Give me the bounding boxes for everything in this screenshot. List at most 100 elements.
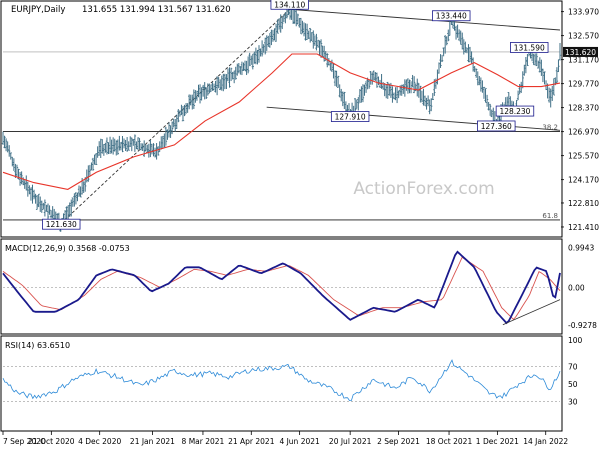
price-bar bbox=[388, 83, 391, 96]
price-bar bbox=[139, 143, 143, 151]
price-bar bbox=[118, 135, 121, 151]
price-label-text: 128.230 bbox=[499, 107, 530, 116]
price-bar bbox=[239, 66, 242, 75]
price-bar bbox=[79, 186, 82, 198]
macd-label: MACD(12,26,9) 0.3568 -0.0753 bbox=[5, 244, 130, 253]
price-bar bbox=[178, 110, 182, 117]
price-bar bbox=[279, 14, 282, 33]
price-bar bbox=[318, 40, 321, 56]
price-bar bbox=[194, 90, 197, 103]
price-bar bbox=[270, 29, 273, 46]
price-label-box bbox=[432, 10, 471, 22]
price-bar bbox=[228, 67, 231, 88]
price-bar bbox=[135, 141, 138, 150]
price-bar bbox=[402, 84, 405, 94]
price-bar bbox=[132, 138, 135, 146]
price-bar bbox=[208, 83, 211, 94]
price-bar bbox=[551, 85, 554, 101]
price-bar bbox=[532, 53, 535, 66]
price-layer: 133.970 132.570 131.170 129.770 128.370 126.9… bbox=[1, 0, 599, 232]
price-bar bbox=[3, 135, 6, 149]
price-y-tick-label: 131.170 bbox=[568, 56, 599, 65]
chart-title: EURJPY,Daily bbox=[11, 5, 65, 15]
price-bar bbox=[181, 105, 185, 122]
price-bar bbox=[43, 199, 47, 217]
price-bar bbox=[284, 12, 287, 24]
price-bar bbox=[516, 90, 520, 101]
fib-level-label: 61.8 bbox=[542, 212, 558, 220]
price-bar bbox=[274, 23, 278, 42]
price-bar bbox=[488, 103, 492, 116]
price-bar bbox=[158, 141, 161, 153]
price-bar bbox=[464, 41, 467, 53]
price-bar bbox=[416, 78, 419, 97]
price-bar bbox=[174, 119, 177, 132]
price-bar bbox=[138, 138, 141, 149]
price-y-tick-label: 132.570 bbox=[568, 32, 599, 41]
price-bar bbox=[538, 57, 542, 73]
x-tick-label: 4 Jun 2021 bbox=[279, 437, 320, 446]
price-bar bbox=[152, 143, 155, 157]
price-bar bbox=[357, 97, 360, 111]
rsi-panel-frame bbox=[0, 335, 563, 432]
price-bar bbox=[222, 73, 225, 92]
price-bar bbox=[315, 33, 318, 51]
price-bar bbox=[420, 90, 424, 103]
price-bar bbox=[293, 7, 296, 24]
price-bar bbox=[240, 61, 244, 76]
price-bar bbox=[439, 54, 442, 68]
price-bar bbox=[535, 53, 538, 67]
x-tick-label: 8 Mar 2021 bbox=[182, 437, 225, 446]
price-bar bbox=[484, 88, 487, 103]
price-bar bbox=[355, 99, 358, 109]
watermark-text: ActionForex.com bbox=[353, 179, 494, 199]
price-bar bbox=[101, 139, 104, 154]
price-bar bbox=[307, 30, 310, 40]
price-bar bbox=[285, 9, 289, 19]
price-bar bbox=[322, 45, 326, 62]
price-label-box bbox=[42, 218, 81, 230]
price-bar bbox=[487, 101, 490, 111]
price-bar bbox=[309, 27, 312, 43]
price-bar bbox=[39, 196, 42, 212]
price-bar bbox=[442, 47, 445, 57]
price-bar bbox=[90, 162, 93, 171]
price-bar bbox=[268, 33, 272, 48]
price-label-text: 134.110 bbox=[274, 0, 305, 9]
fib-level-label: 38.2 bbox=[542, 123, 558, 131]
price-bar bbox=[273, 28, 276, 41]
x-tick-label: 21 Jan 2021 bbox=[130, 437, 175, 446]
price-bar bbox=[102, 144, 106, 156]
price-bar bbox=[549, 88, 552, 108]
price-bar bbox=[302, 22, 306, 37]
price-bar bbox=[411, 74, 414, 88]
price-bar bbox=[237, 63, 241, 74]
price-bar bbox=[197, 84, 200, 98]
price-bar bbox=[462, 39, 466, 55]
price-bar bbox=[431, 93, 434, 100]
price-bar bbox=[71, 197, 75, 207]
price-bar bbox=[443, 35, 447, 54]
rsi-y-tick-label: 70 bbox=[568, 362, 578, 371]
price-bar bbox=[375, 72, 379, 88]
price-bar bbox=[467, 44, 470, 63]
price-bar bbox=[316, 39, 320, 48]
macd-y-tick-label: 0.9943 bbox=[568, 243, 594, 252]
price-label-text: 131.590 bbox=[514, 43, 545, 52]
price-bar bbox=[183, 104, 186, 117]
price-bar bbox=[445, 36, 448, 46]
price-bar bbox=[175, 114, 178, 129]
rsi-y-tick-label: 50 bbox=[568, 380, 578, 389]
price-bar bbox=[319, 39, 323, 58]
moving-average-line bbox=[2, 53, 561, 190]
price-bar bbox=[28, 185, 31, 195]
price-bar bbox=[520, 81, 523, 93]
price-bar bbox=[394, 87, 397, 101]
price-bar bbox=[198, 84, 202, 104]
price-bar bbox=[136, 137, 140, 151]
price-bar bbox=[360, 86, 363, 103]
price-bar bbox=[521, 71, 524, 89]
macd-y-tick-label: 0.00 bbox=[568, 284, 585, 293]
price-label-text: 133.440 bbox=[436, 12, 467, 21]
price-bar bbox=[405, 79, 408, 91]
